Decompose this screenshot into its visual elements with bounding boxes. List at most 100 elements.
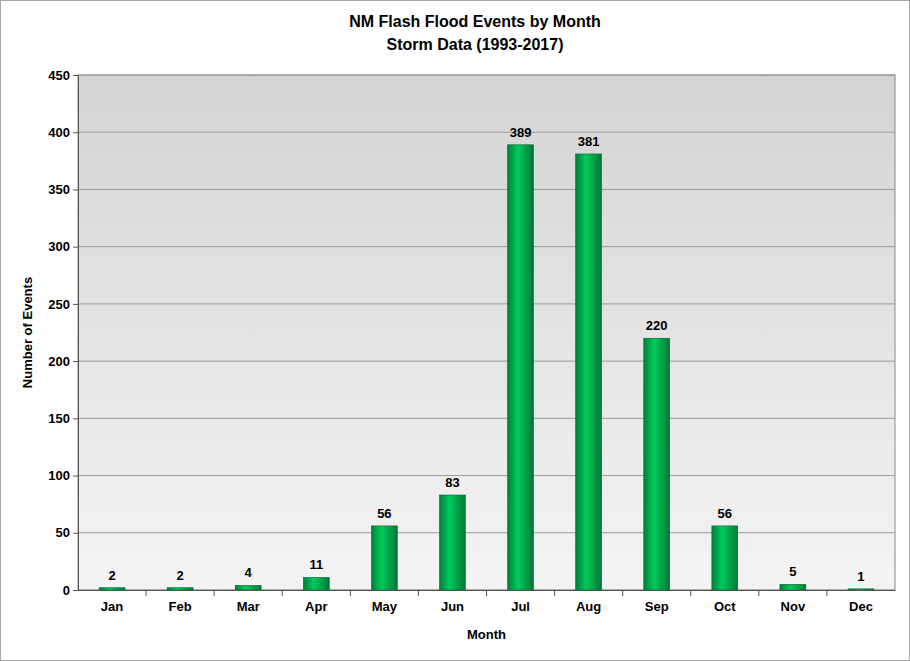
bar [99, 588, 125, 590]
y-tick: 300 [48, 239, 78, 254]
x-separator [350, 590, 351, 596]
bar [440, 495, 466, 590]
y-tick-label: 250 [48, 297, 70, 312]
y-tick-label: 200 [48, 354, 70, 369]
x-tick-label: Oct [714, 599, 736, 614]
x-tick-label: Mar [237, 599, 260, 614]
data-label: 1 [857, 569, 864, 584]
x-tick: Feb [169, 590, 192, 614]
x-tick: Nov [781, 590, 806, 614]
data-labels: 2241156833893812205651 [108, 125, 864, 584]
data-label: 220 [646, 318, 668, 333]
y-tick-mark [73, 132, 78, 133]
x-tick-label: Feb [169, 599, 192, 614]
data-label: 83 [445, 475, 459, 490]
grid-line [78, 361, 895, 362]
data-label: 5 [789, 564, 796, 579]
x-axis: Jan Feb Mar Apr May Jun Jul Aug Sep Oct Nov Dec [79, 590, 896, 614]
y-tick: 250 [48, 297, 78, 312]
bar [712, 526, 738, 590]
y-tick-label: 0 [63, 583, 70, 598]
y-tick: 50 [56, 525, 78, 540]
x-tick: Sep [645, 590, 669, 614]
y-tick: 100 [48, 468, 78, 483]
chart-frame [1, 1, 910, 661]
y-tick-mark [73, 418, 78, 419]
chart-title: NM Flash Flood Events by Month [349, 13, 601, 30]
y-tick-mark [73, 476, 78, 477]
data-label: 56 [377, 506, 391, 521]
x-separator [690, 590, 691, 596]
x-separator [826, 590, 827, 596]
y-tick-label: 100 [48, 468, 70, 483]
y-tick-label: 50 [56, 525, 70, 540]
x-separator [758, 590, 759, 596]
x-separator [146, 590, 147, 596]
x-tick-label: Sep [645, 599, 669, 614]
x-separator [486, 590, 487, 596]
x-separators [146, 590, 827, 596]
x-separator [554, 590, 555, 596]
chart-svg: 0 50 100 150 200 250 300 350 400 450 Jan Feb Mar Apr M… [0, 0, 910, 661]
x-tick: Oct [714, 590, 736, 614]
data-label: 2 [108, 568, 115, 583]
chart-subtitle: Storm Data (1993-2017) [387, 36, 564, 53]
y-tick: 0 [63, 583, 78, 598]
data-label: 11 [309, 557, 323, 572]
x-tick: Mar [237, 590, 260, 614]
x-tick: Apr [305, 590, 327, 614]
x-tick-label: Aug [576, 599, 601, 614]
plot-background [78, 75, 895, 590]
bar [644, 338, 670, 590]
x-tick-label: Jan [101, 599, 123, 614]
grid-line [78, 475, 895, 476]
data-label: 2 [177, 568, 184, 583]
bar [167, 588, 193, 590]
bar [508, 145, 534, 590]
bar [235, 585, 261, 590]
x-tick-label: Jul [511, 599, 530, 614]
x-tick: Aug [576, 590, 601, 614]
y-tick: 350 [48, 182, 78, 197]
y-tick-label: 150 [48, 411, 70, 426]
x-separator [282, 590, 283, 596]
data-label: 56 [718, 506, 732, 521]
grid-line [78, 75, 895, 76]
grid-line [78, 532, 895, 533]
y-tick-mark [73, 189, 78, 190]
x-tick: Jun [441, 590, 464, 614]
y-tick-mark [73, 533, 78, 534]
y-tick-label: 400 [48, 125, 70, 140]
x-tick-label: Nov [781, 599, 806, 614]
grid-line [78, 246, 895, 247]
y-tick-label: 450 [48, 68, 70, 83]
y-axis-line [73, 76, 79, 591]
x-tick: Jan [101, 590, 123, 614]
grid-line [78, 189, 895, 190]
x-tick: Jul [511, 590, 530, 614]
x-tick-label: May [372, 599, 398, 614]
y-tick: 200 [48, 354, 78, 369]
x-separator [418, 590, 419, 596]
y-axis-title: Number of Events [20, 277, 35, 388]
y-tick-label: 300 [48, 239, 70, 254]
x-separator [622, 590, 623, 596]
bar [371, 526, 397, 590]
grid [78, 75, 895, 590]
y-tick-mark [73, 304, 78, 305]
x-tick-label: Jun [441, 599, 464, 614]
grid-line [78, 303, 895, 304]
x-tick-label: Dec [849, 599, 873, 614]
data-label: 389 [510, 125, 532, 140]
grid-line [78, 418, 895, 419]
y-tick: 400 [48, 125, 78, 140]
bars [99, 145, 874, 590]
data-label: 4 [245, 565, 253, 580]
y-tick: 450 [48, 68, 78, 83]
y-tick-mark [73, 590, 78, 591]
x-separator [214, 590, 215, 596]
bar [576, 154, 602, 590]
x-tick: May [372, 590, 398, 614]
x-axis-title: Month [467, 627, 506, 642]
y-tick-mark [73, 247, 78, 248]
